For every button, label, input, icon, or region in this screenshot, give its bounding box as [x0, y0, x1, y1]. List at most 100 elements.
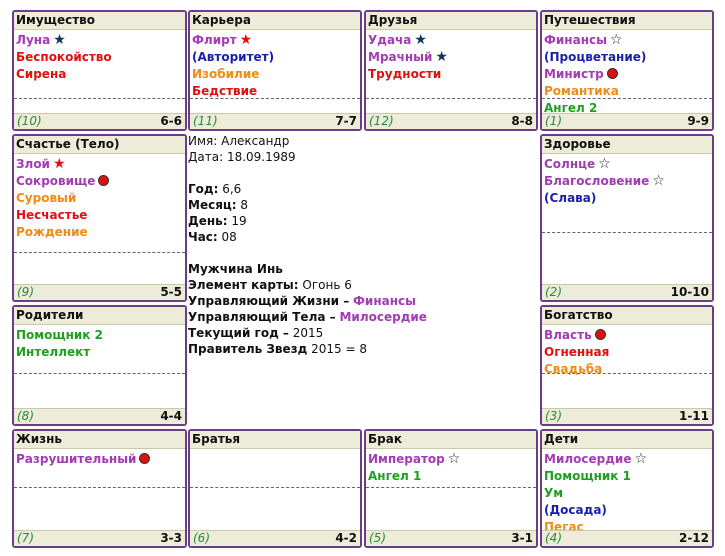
star-item: (Процветание)	[544, 49, 712, 66]
star-name: Суровый	[16, 191, 77, 205]
name-value: Александр	[221, 134, 290, 148]
star-name: Бедствие	[192, 84, 258, 98]
star-name: (Слава)	[544, 191, 597, 205]
palace-number: (5)	[369, 531, 386, 545]
blue-star-icon: ★	[414, 32, 427, 48]
red-dot-icon	[606, 68, 618, 79]
star-name: Интеллект	[16, 345, 91, 359]
star-name: Ангел 2	[544, 101, 598, 115]
star-list: Милосердие ☆ Помощник 1 Ум (Досада) Пегас	[542, 449, 712, 536]
life-ruler-label: Управляющий Жизни –	[188, 294, 350, 308]
star-item: Министр	[544, 66, 712, 83]
month-value: 8	[240, 198, 249, 212]
divider	[14, 98, 185, 99]
palace-wealth: Богатство Власть Огненная Свадьба (3) 1-11	[540, 305, 714, 426]
star-name: Ум	[544, 486, 564, 500]
star-item: Несчастье	[16, 207, 185, 224]
age-range: 10-10	[670, 285, 709, 299]
age-range: 8-8	[511, 114, 533, 128]
outline-star-icon: ☆	[634, 451, 648, 467]
divider	[366, 487, 536, 488]
star-name: Солнце	[544, 157, 596, 171]
palace-travel: Путешествия Финансы ☆ (Процветание) Министр Р…	[540, 10, 714, 131]
star-item: Огненная	[544, 344, 712, 361]
palace-number: (3)	[545, 409, 562, 423]
body-ruler-label: Управляющий Тела –	[188, 310, 336, 324]
divider	[542, 98, 712, 99]
star-ruler-label: Правитель Звезд	[188, 342, 308, 356]
star-item: Сирена	[16, 66, 185, 83]
palace-friends: Друзья Удача ★ Мрачный ★ Трудности (12) 8-8	[364, 10, 538, 131]
blue-star-icon: ★	[435, 49, 448, 65]
star-item: Луна ★	[16, 32, 185, 49]
star-item: Милосердие ☆	[544, 451, 712, 468]
star-name: (Авторитет)	[192, 50, 275, 64]
star-name: Мрачный	[368, 50, 433, 64]
star-item: Флирт ★	[192, 32, 360, 49]
star-name: Огненная	[544, 345, 610, 359]
star-item: Помощник 1	[544, 468, 712, 485]
palace-number: (2)	[545, 285, 562, 299]
day-label: День:	[188, 214, 228, 228]
star-item: Солнце ☆	[544, 156, 712, 173]
date-label: Дата:	[188, 150, 224, 164]
star-item: Помощник 2	[16, 327, 185, 344]
red-star-icon: ★	[239, 32, 253, 48]
star-name: Свадьба	[544, 362, 603, 376]
star-name: Изобилие	[192, 67, 260, 81]
element-label: Элемент карты:	[188, 278, 299, 292]
palace-footer: (2) 10-10	[542, 284, 712, 300]
star-name: Министр	[544, 67, 604, 81]
palace-career: Карьера Флирт ★ (Авторитет) Изобилие Бедствие…	[188, 10, 362, 131]
palace-title: Карьера	[190, 12, 360, 30]
red-dot-icon	[139, 453, 151, 464]
age-range: 3-3	[160, 531, 182, 545]
body-ruler-value: Милосердие	[339, 310, 427, 324]
palace-title: Здоровье	[542, 136, 712, 154]
palace-footer: (3) 1-11	[542, 408, 712, 424]
palace-children: Дети Милосердие ☆ Помощник 1 Ум (Досада) Пегас…	[540, 429, 714, 548]
palace-number: (1)	[545, 114, 562, 128]
palace-footer: (4) 2-12	[542, 530, 712, 546]
star-name: Несчастье	[16, 208, 88, 222]
palace-footer: (10) 6-6	[14, 113, 185, 129]
age-range: 5-5	[160, 285, 182, 299]
hour-label: Час:	[188, 230, 218, 244]
star-name: Помощник 1	[544, 469, 631, 483]
palace-number: (10)	[17, 114, 42, 128]
star-item: Удача ★	[368, 32, 536, 49]
divider	[14, 252, 185, 253]
star-item: Свадьба	[544, 361, 712, 378]
star-list: Удача ★ Мрачный ★ Трудности	[366, 30, 536, 83]
palace-title: Богатство	[542, 307, 712, 325]
red-dot-icon	[594, 329, 606, 340]
star-item: Беспокойство	[16, 49, 185, 66]
palace-footer: (11) 7-7	[190, 113, 360, 129]
palace-title: Дети	[542, 431, 712, 449]
palace-title: Имущество	[14, 12, 185, 30]
divider	[190, 98, 360, 99]
gender-value: Мужчина Инь	[188, 262, 283, 276]
star-item: Суровый	[16, 190, 185, 207]
star-name: Ангел 1	[368, 469, 422, 483]
star-item: Мрачный ★	[368, 49, 536, 66]
outline-star-icon: ☆	[652, 173, 665, 189]
star-list: Луна ★ Беспокойство Сирена	[14, 30, 185, 83]
star-item: Ангел 2	[544, 100, 712, 117]
palace-footer: (8) 4-4	[14, 408, 185, 424]
star-list: Финансы ☆ (Процветание) Министр Романтика Анг…	[542, 30, 712, 117]
outline-star-icon: ☆	[447, 451, 461, 467]
palace-health: Здоровье Солнце ☆ Благословение ☆ (Слава) (2) 1…	[540, 134, 714, 302]
star-list	[190, 449, 360, 451]
age-range: 9-9	[687, 114, 709, 128]
element-value: Огонь 6	[302, 278, 352, 292]
star-item: Трудности	[368, 66, 536, 83]
star-name: Император	[368, 452, 445, 466]
star-name: Луна	[16, 33, 51, 47]
star-item: Рождение	[16, 224, 185, 241]
outline-star-icon: ☆	[598, 156, 611, 172]
star-name: (Досада)	[544, 503, 607, 517]
name-label: Имя:	[188, 134, 218, 148]
star-name: Удача	[368, 33, 412, 47]
age-range: 6-6	[160, 114, 182, 128]
